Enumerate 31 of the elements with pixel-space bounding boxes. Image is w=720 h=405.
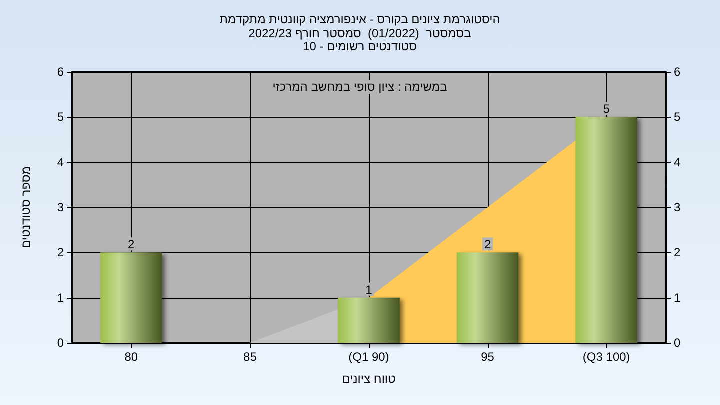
y2-tick-label: 0 [674, 336, 681, 350]
y-tick-label: 1 [57, 290, 64, 305]
bar [456, 252, 519, 343]
y-tick-label: 3 [57, 200, 64, 214]
y-tick-label: 2 [57, 246, 64, 260]
data-label: 2 [484, 238, 492, 252]
y-axis-title: מספר סטודנטים [19, 166, 33, 249]
data-label: 2 [128, 238, 136, 252]
x-axis-title: טווח ציונים [342, 372, 396, 386]
y-tick-label: 0 [57, 336, 64, 350]
x-tick-label: (Q1 90) [348, 350, 390, 364]
y-tick-label: 4 [57, 155, 64, 170]
chart-subtitle: בסמסטר (01/2022) סמסטר חורף 2022/23 סטודנטים רשומים - 10 [248, 26, 472, 54]
y2-tick-label: 6 [674, 65, 681, 79]
x-tick-label: 80 [124, 350, 138, 364]
y2-tick-label: 5 [674, 110, 681, 124]
y2-tick-label: 3 [674, 200, 681, 214]
x-tick-label: 85 [244, 350, 258, 364]
y-tick-label: 5 [57, 110, 64, 124]
y2-tick-label: 4 [674, 155, 681, 170]
data-label: 1 [366, 282, 373, 297]
x-tick-label: 95 [481, 350, 495, 364]
bar [100, 252, 162, 343]
y2-tick-label: 1 [674, 290, 681, 305]
data-label: 5 [603, 102, 610, 116]
bar [576, 117, 638, 343]
annotation: במשימה : ציון סופי במחשב המרכזי [272, 80, 448, 94]
y-tick-label: 6 [57, 65, 64, 79]
chart-title: היסטוגרמת ציונים בקורס - אינפורמציה קוונטית מתקדמת [220, 12, 500, 26]
x-tick-label: (Q3 100) [582, 350, 630, 364]
y2-tick-label: 2 [674, 246, 681, 260]
